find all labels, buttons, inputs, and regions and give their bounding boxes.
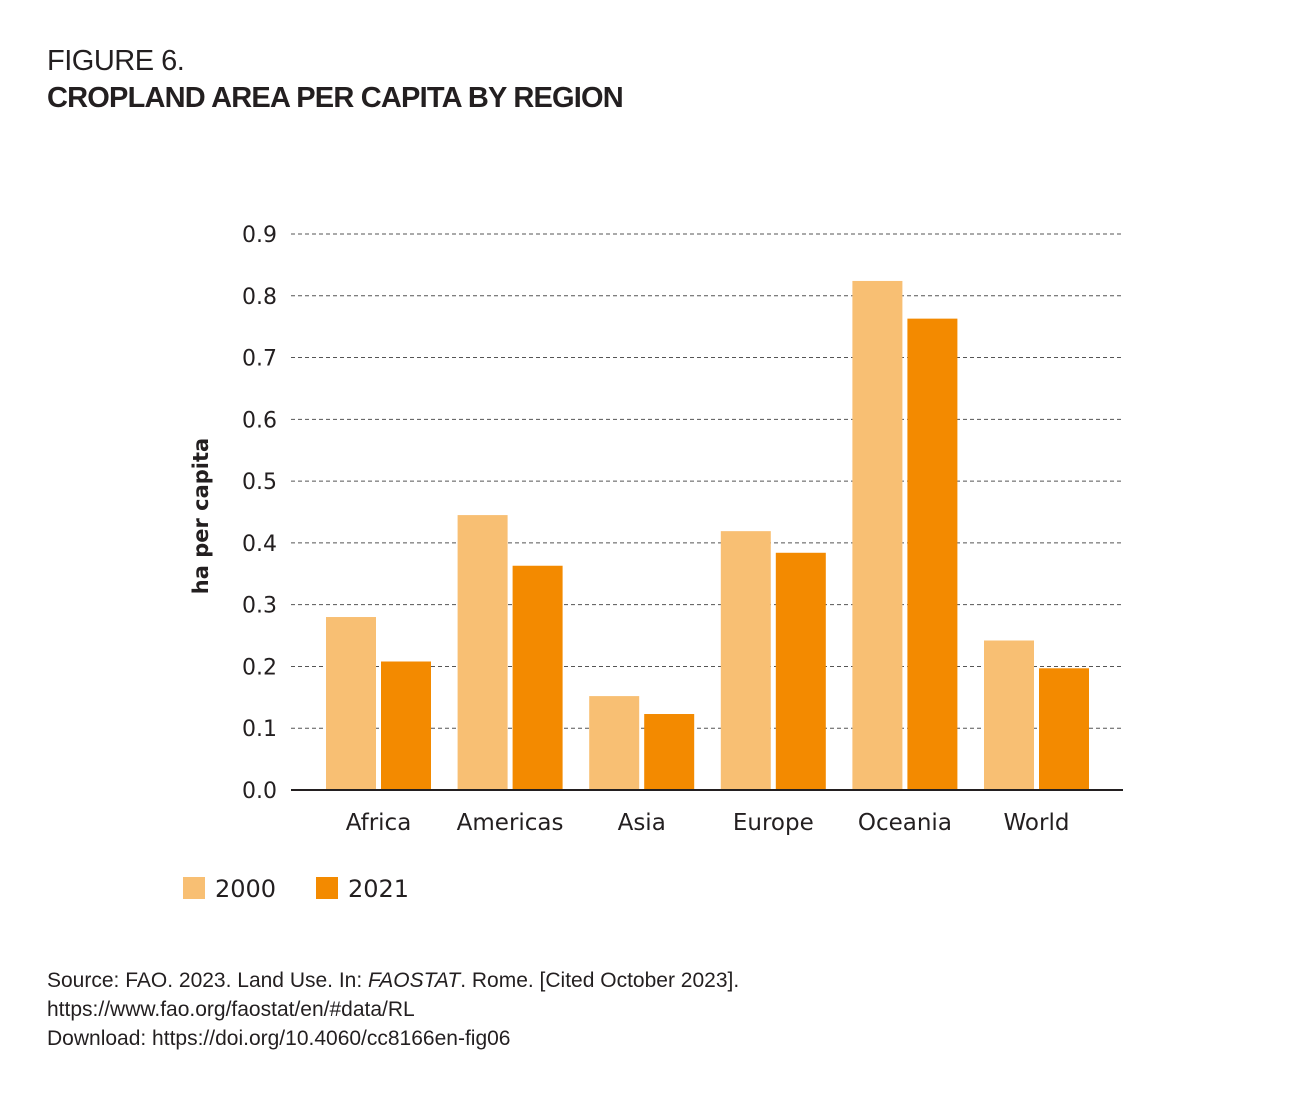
x-tick-label: Americas <box>457 810 564 836</box>
bar-oceania-2021 <box>907 318 958 790</box>
bar-europe-2000 <box>720 531 771 790</box>
y-tick-label: 0.0 <box>242 779 277 804</box>
source-italic: FAOSTAT <box>368 969 461 992</box>
legend-swatch-2021 <box>316 877 338 899</box>
bar-world-2021 <box>1039 668 1089 790</box>
bar-world-2000 <box>984 640 1034 790</box>
figure-title: CROPLAND AREA PER CAPITA BY REGION <box>47 82 624 114</box>
bar-americas-2000 <box>457 515 508 790</box>
source-note: Source: FAO. 2023. Land Use. In: FAOSTAT… <box>47 966 739 1053</box>
y-tick-label: 0.4 <box>242 532 277 557</box>
x-tick-label: Asia <box>618 810 666 836</box>
y-tick-label: 0.2 <box>242 655 277 680</box>
bar-americas-2021 <box>512 565 563 790</box>
y-tick-label: 0.5 <box>242 470 277 495</box>
y-tick-label: 0.1 <box>242 717 277 742</box>
y-tick-label: 0.9 <box>242 223 277 248</box>
bar-oceania-2000 <box>852 280 903 790</box>
bar-africa-2021 <box>381 661 431 790</box>
y-tick-label: 0.8 <box>242 285 277 310</box>
download-link[interactable]: Download: https://doi.org/10.4060/cc8166… <box>47 1027 511 1050</box>
y-tick-label: 0.7 <box>242 347 277 372</box>
x-axis-categories: Africa Americas Asia Europe Oceania World <box>346 810 1070 836</box>
y-axis-label: ha per capita <box>189 438 213 594</box>
legend-label-2000: 2000 <box>215 875 276 903</box>
figure-label: FIGURE 6. <box>47 45 185 77</box>
x-tick-label: Africa <box>346 810 412 836</box>
source-prefix: Source: FAO. 2023. Land Use. In: <box>47 969 369 992</box>
bar-europe-2021 <box>775 552 826 790</box>
y-tick-label: 0.6 <box>242 408 277 433</box>
x-tick-label: Europe <box>733 810 814 836</box>
legend-swatch-2000 <box>183 877 205 899</box>
bar-chart: 0.0 0.1 0.2 0.3 0.4 0.5 0.6 0.7 0.8 0.9 Africa Ame… <box>183 223 1123 903</box>
bar-asia-2021 <box>644 714 695 790</box>
legend-label-2021: 2021 <box>348 875 409 903</box>
x-tick-label: Oceania <box>858 810 952 836</box>
y-tick-label: 0.3 <box>242 594 277 619</box>
bar-africa-2000 <box>326 617 376 790</box>
source-line-1: Source: FAO. 2023. Land Use. In: FAOSTAT… <box>47 966 739 995</box>
y-axis-ticks: 0.0 0.1 0.2 0.3 0.4 0.5 0.6 0.7 0.8 0.9 <box>242 223 277 804</box>
legend: 2000 2021 <box>183 875 409 903</box>
bars <box>326 280 1089 790</box>
source-url[interactable]: https://www.fao.org/faostat/en/#data/RL <box>47 998 415 1021</box>
bar-asia-2000 <box>589 696 640 790</box>
source-suffix: . Rome. [Cited October 2023]. <box>460 969 740 992</box>
x-tick-label: World <box>1004 810 1070 836</box>
